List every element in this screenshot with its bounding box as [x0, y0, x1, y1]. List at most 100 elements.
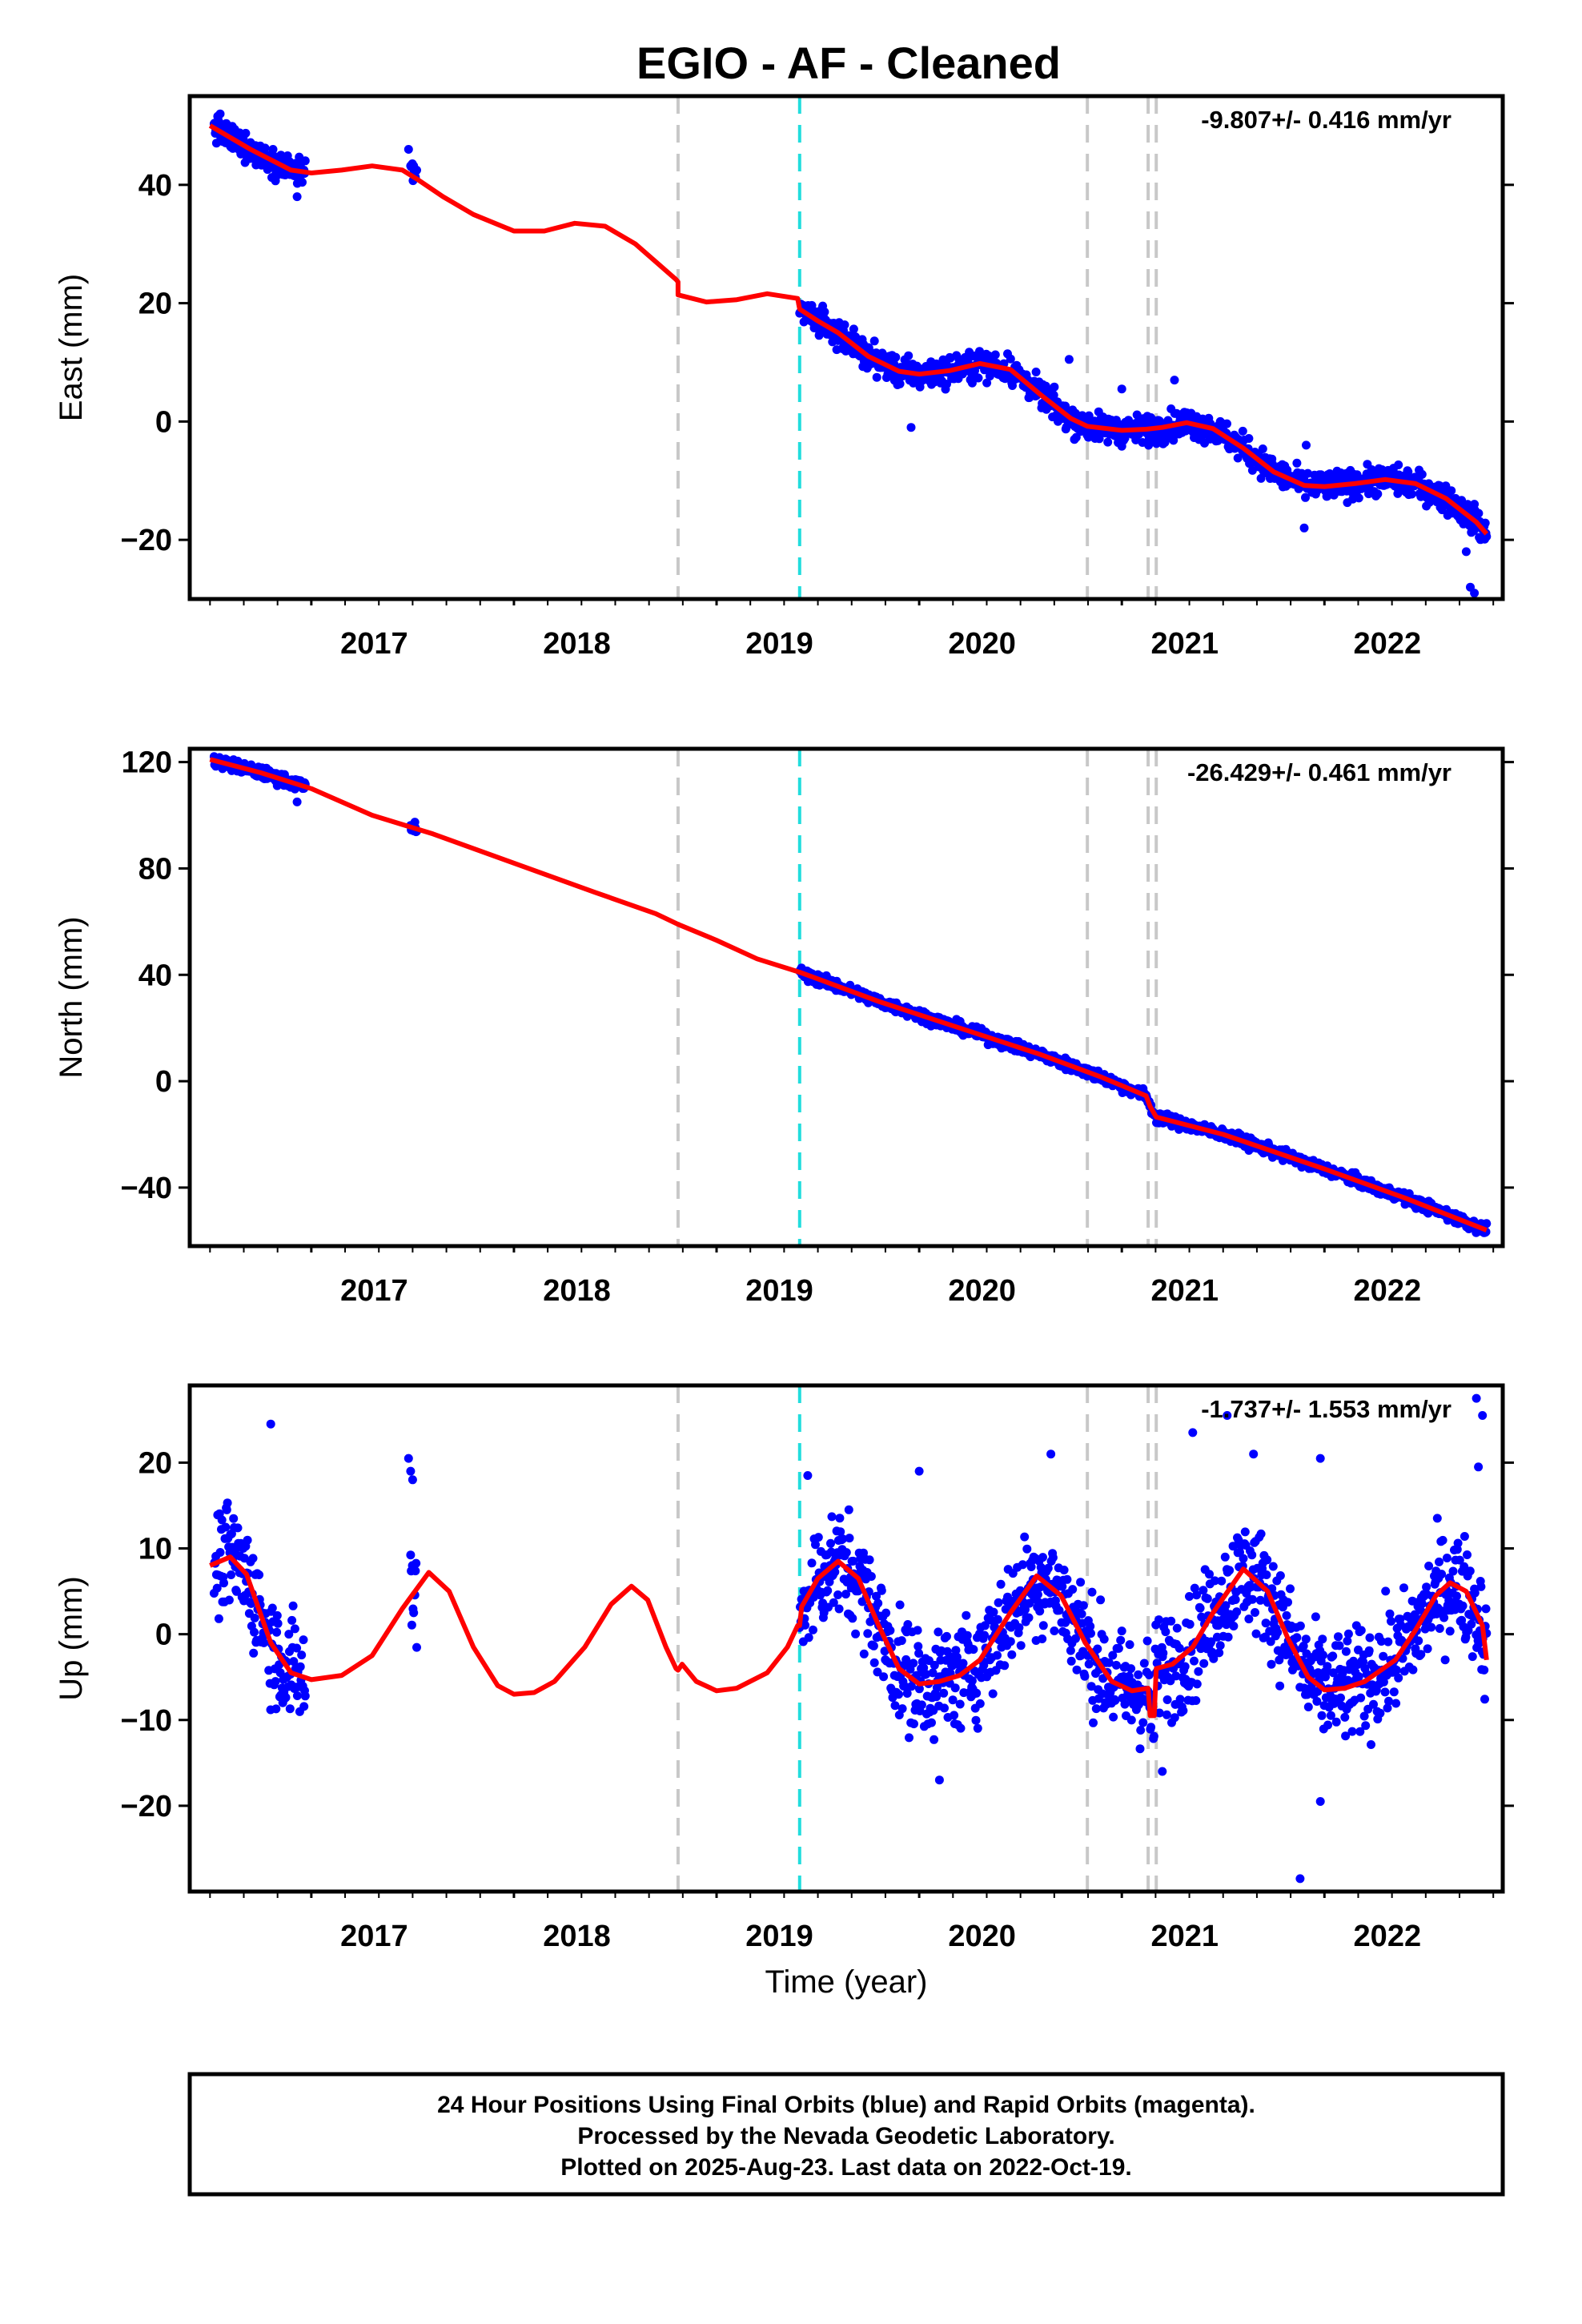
data-point — [281, 1693, 291, 1703]
data-point-outlier — [292, 797, 302, 806]
data-point — [1318, 1634, 1327, 1644]
y-axis-label: Up (mm) — [54, 1576, 89, 1701]
data-point — [1231, 1595, 1240, 1604]
data-point — [863, 1629, 873, 1638]
data-point — [1158, 1648, 1168, 1658]
data-point — [1120, 1699, 1130, 1709]
data-point-outlier — [1472, 1393, 1481, 1403]
data-point — [214, 1614, 223, 1623]
data-point — [1050, 382, 1059, 392]
data-point — [1373, 489, 1383, 499]
data-point — [1171, 1671, 1181, 1681]
data-point — [1273, 1627, 1283, 1637]
data-point — [930, 1660, 939, 1670]
data-point — [1076, 1578, 1086, 1587]
data-point — [1476, 1582, 1486, 1591]
data-point — [272, 1627, 282, 1637]
data-point — [902, 1689, 912, 1698]
data-point — [1162, 1695, 1172, 1704]
y-axis-label: East (mm) — [54, 274, 89, 421]
data-point — [869, 1641, 878, 1651]
rate-label: -9.807+/- 0.416 mm/yr — [1201, 106, 1452, 134]
data-point-outlier — [934, 1775, 944, 1785]
data-point — [1292, 1633, 1302, 1642]
x-tick-label: 2018 — [543, 1274, 611, 1308]
x-tick-label: 2019 — [745, 1920, 813, 1953]
x-tick-label: 2022 — [1354, 1920, 1422, 1953]
data-point — [1376, 1637, 1386, 1646]
data-point — [407, 1620, 416, 1630]
data-point-outlier — [1170, 376, 1179, 385]
data-point — [1301, 493, 1310, 502]
data-point — [1166, 1616, 1176, 1626]
data-point — [1014, 1622, 1024, 1632]
data-point — [1084, 411, 1094, 420]
data-point — [1108, 1651, 1118, 1660]
data-point — [1103, 437, 1113, 447]
data-point-outlier — [1474, 1462, 1484, 1472]
data-point — [914, 1649, 924, 1658]
data-point — [1099, 1634, 1109, 1644]
data-point — [1154, 1615, 1163, 1625]
data-point — [895, 1600, 905, 1610]
data-point-outlier — [914, 1466, 924, 1476]
data-point — [1078, 1601, 1088, 1610]
data-point — [1292, 458, 1302, 468]
data-point — [1062, 1574, 1072, 1584]
data-point — [897, 1704, 907, 1714]
data-point — [909, 1719, 918, 1729]
data-point — [1435, 1624, 1444, 1633]
data-point — [934, 1627, 943, 1637]
data-point — [1463, 1550, 1472, 1559]
data-point — [827, 1512, 837, 1522]
data-point — [1016, 1641, 1026, 1651]
data-point — [913, 1642, 923, 1651]
data-point-outlier — [1315, 1797, 1325, 1806]
data-point — [250, 1613, 259, 1622]
data-point — [1244, 434, 1254, 443]
data-point — [1199, 1586, 1208, 1595]
data-point — [833, 1590, 843, 1599]
y-axis-label: North (mm) — [54, 916, 89, 1078]
data-point — [221, 1522, 231, 1532]
data-point — [1255, 1595, 1265, 1605]
data-point — [1367, 1740, 1375, 1749]
data-point — [1049, 390, 1058, 400]
data-point — [1403, 467, 1413, 476]
data-point — [897, 1636, 906, 1646]
data-point — [881, 1608, 891, 1618]
data-point — [834, 1604, 844, 1614]
data-point — [1336, 1693, 1345, 1703]
data-point — [299, 1635, 308, 1645]
data-point — [986, 1615, 996, 1625]
data-point — [1126, 1715, 1136, 1725]
data-point — [988, 1689, 998, 1699]
data-point — [973, 1723, 982, 1733]
data-point — [1038, 1553, 1047, 1562]
rate-label: -26.429+/- 0.461 mm/yr — [1187, 758, 1452, 786]
data-point — [1299, 1641, 1308, 1651]
y-tick-label: 20 — [139, 287, 172, 321]
data-point — [1354, 1672, 1363, 1681]
data-point — [227, 1570, 236, 1579]
data-point — [229, 1514, 239, 1523]
data-point — [1423, 1644, 1432, 1654]
data-point — [248, 1554, 258, 1563]
data-point — [1439, 1613, 1449, 1622]
data-point — [1480, 518, 1490, 528]
data-point — [1295, 1621, 1305, 1630]
data-point — [1020, 1532, 1030, 1542]
data-point — [1021, 1605, 1030, 1614]
data-point — [1138, 1718, 1148, 1727]
data-point — [1084, 1659, 1094, 1669]
data-point — [1482, 1219, 1492, 1228]
data-point — [1453, 1538, 1463, 1548]
data-point — [890, 1701, 900, 1711]
data-point — [1408, 1665, 1418, 1675]
plot-area-east — [208, 96, 1492, 599]
panel-frame — [187, 746, 1505, 1248]
data-points — [209, 1393, 1492, 1884]
data-point — [996, 1579, 1006, 1589]
data-point — [212, 1583, 222, 1593]
data-point — [1355, 1727, 1365, 1736]
